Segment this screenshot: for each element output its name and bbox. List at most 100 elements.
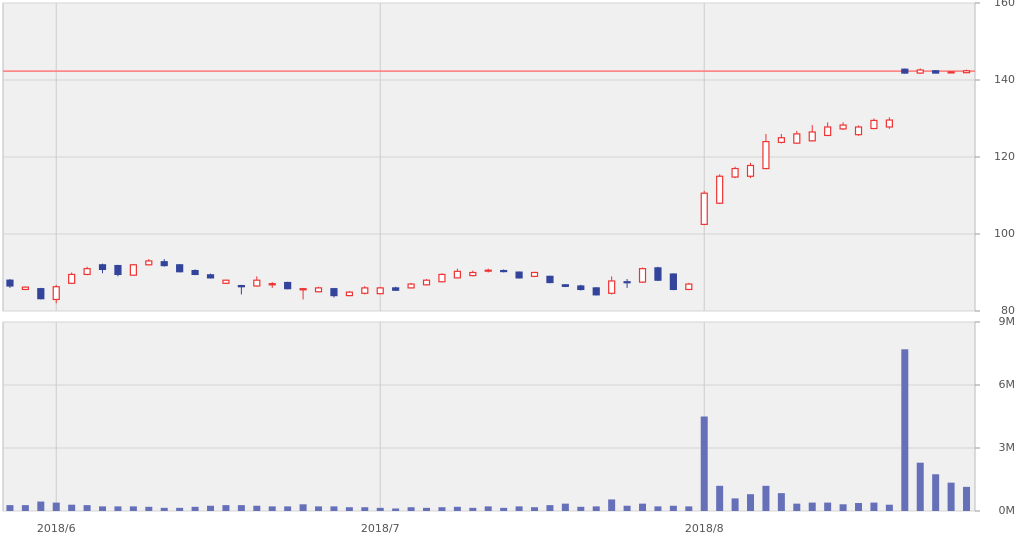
candle-body xyxy=(6,279,14,287)
candle-body xyxy=(206,274,215,279)
volume-bar xyxy=(901,349,909,511)
candle-body xyxy=(21,286,29,291)
volume-bar xyxy=(515,506,523,511)
volume-bar xyxy=(561,503,569,511)
candle-body xyxy=(422,279,431,286)
volume-bar xyxy=(870,502,878,511)
candle-body xyxy=(438,273,446,283)
candle-body xyxy=(716,175,724,204)
candle-body xyxy=(839,124,847,130)
volume-bar xyxy=(654,506,662,511)
volume-bar xyxy=(623,505,631,511)
volume-bar xyxy=(608,499,616,511)
volume-bar xyxy=(68,504,76,511)
volume-bar xyxy=(129,506,137,511)
candle-body xyxy=(299,288,307,291)
volume-bar xyxy=(83,505,91,511)
volume-bar xyxy=(639,503,647,511)
candle-body xyxy=(98,264,107,271)
volume-bar xyxy=(345,507,353,511)
candle-body xyxy=(608,280,616,294)
y-tick-label: 80 xyxy=(1001,304,1015,317)
volume-bar xyxy=(315,506,323,511)
candle-body xyxy=(669,273,677,291)
volume-bar xyxy=(37,501,45,511)
y-tick-label: 9M xyxy=(999,315,1016,328)
candle-body xyxy=(330,288,338,297)
candle-body xyxy=(623,281,631,284)
volume-bar xyxy=(145,506,153,511)
volume-bar xyxy=(762,485,770,511)
candle-body xyxy=(345,291,353,297)
volume-bar xyxy=(299,504,307,511)
volume-bar xyxy=(21,505,29,511)
y-tick-label: 100 xyxy=(994,227,1015,240)
volume-bar xyxy=(793,503,801,511)
candle-body xyxy=(947,71,955,74)
candle-body xyxy=(191,269,199,276)
volume-bar xyxy=(191,506,199,511)
candle-body xyxy=(453,270,461,279)
candle-body xyxy=(83,268,91,276)
candle-body xyxy=(253,279,261,287)
volume-bar xyxy=(839,504,847,511)
volume-bar xyxy=(361,507,369,511)
x-tick-label: 2018/8 xyxy=(685,522,724,535)
volume-panel xyxy=(2,321,976,512)
volume-bar xyxy=(207,505,215,511)
volume-bar xyxy=(407,507,415,511)
volume-bar xyxy=(855,503,863,511)
volume-bar xyxy=(469,507,477,511)
candle-body xyxy=(870,119,878,130)
volume-bar xyxy=(824,502,832,511)
volume-bar xyxy=(376,507,384,511)
candle-body xyxy=(962,70,971,74)
volume-bar xyxy=(438,507,446,511)
candle-body xyxy=(268,283,276,286)
candle-body xyxy=(577,285,585,291)
candle-body xyxy=(129,264,137,276)
volume-bar xyxy=(160,507,168,511)
volume-bar xyxy=(176,507,184,511)
candle-body xyxy=(37,288,45,300)
y-tick-label: 3M xyxy=(999,441,1016,454)
volume-bar xyxy=(932,474,940,511)
candle-body xyxy=(885,119,893,128)
candle-body xyxy=(114,264,122,276)
candle-body xyxy=(68,273,76,284)
volume-bar xyxy=(484,506,492,511)
y-tick-label: 140 xyxy=(994,73,1015,86)
volume-bar xyxy=(114,506,122,511)
candle-body xyxy=(932,70,940,74)
volume-bar xyxy=(808,502,816,511)
candle-body xyxy=(52,286,60,301)
candle-body xyxy=(793,133,801,144)
candle-body xyxy=(314,287,323,293)
volume-bar xyxy=(531,507,539,511)
volume-bar xyxy=(330,506,338,511)
volume-bar xyxy=(716,485,724,511)
candle-body xyxy=(160,261,168,267)
volume-bar xyxy=(947,482,955,511)
volume-bar xyxy=(253,505,261,511)
volume-bar xyxy=(577,506,585,511)
candle-body xyxy=(777,137,785,143)
candle-body xyxy=(854,126,863,136)
candle-body xyxy=(654,267,662,281)
y-tick-label: 160 xyxy=(994,0,1015,9)
candle-body xyxy=(392,287,400,291)
x-tick-label: 2018/7 xyxy=(361,522,400,535)
candle-body xyxy=(484,269,492,272)
candle-body xyxy=(638,268,647,283)
candle-body xyxy=(361,287,369,294)
volume-bar xyxy=(546,505,554,511)
candle-body xyxy=(592,287,600,296)
volume-bar xyxy=(885,504,893,511)
volume-bar xyxy=(268,506,276,511)
candle-body xyxy=(222,279,230,284)
volume-bar xyxy=(700,416,708,511)
volume-bar xyxy=(6,505,14,511)
volume-bar xyxy=(669,505,677,511)
candle-body xyxy=(700,192,708,225)
